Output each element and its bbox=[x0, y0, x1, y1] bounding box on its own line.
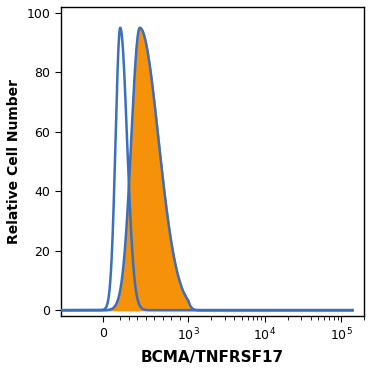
Y-axis label: Relative Cell Number: Relative Cell Number bbox=[7, 79, 21, 244]
X-axis label: BCMA/TNFRSF17: BCMA/TNFRSF17 bbox=[141, 350, 284, 365]
